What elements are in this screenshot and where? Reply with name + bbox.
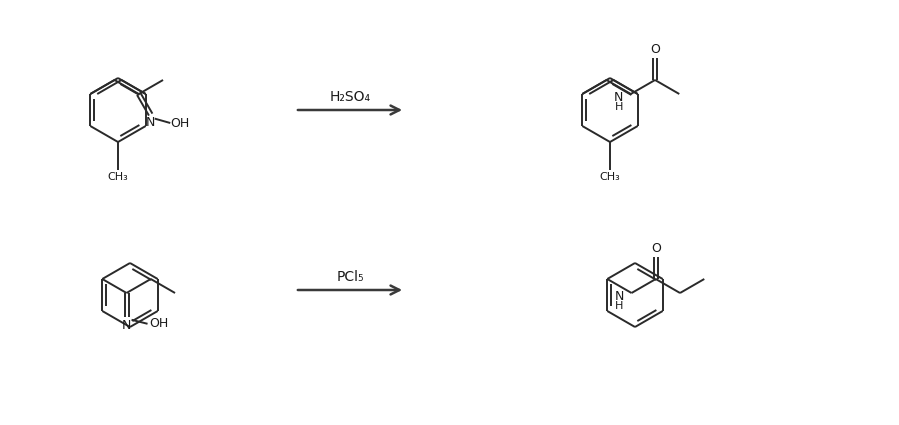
Text: OH: OH xyxy=(149,317,168,330)
Text: OH: OH xyxy=(171,116,190,130)
Text: H: H xyxy=(615,102,623,112)
Text: PCl₅: PCl₅ xyxy=(336,270,364,284)
Text: CH₃: CH₃ xyxy=(108,172,129,182)
Text: N: N xyxy=(615,289,624,303)
Text: H: H xyxy=(615,301,624,311)
Text: O: O xyxy=(650,43,660,56)
Text: H₂SO₄: H₂SO₄ xyxy=(329,90,370,104)
Text: N: N xyxy=(146,116,156,129)
Text: N: N xyxy=(122,319,131,332)
Text: O: O xyxy=(651,242,661,255)
Text: N: N xyxy=(614,91,623,104)
Text: CH₃: CH₃ xyxy=(600,172,620,182)
